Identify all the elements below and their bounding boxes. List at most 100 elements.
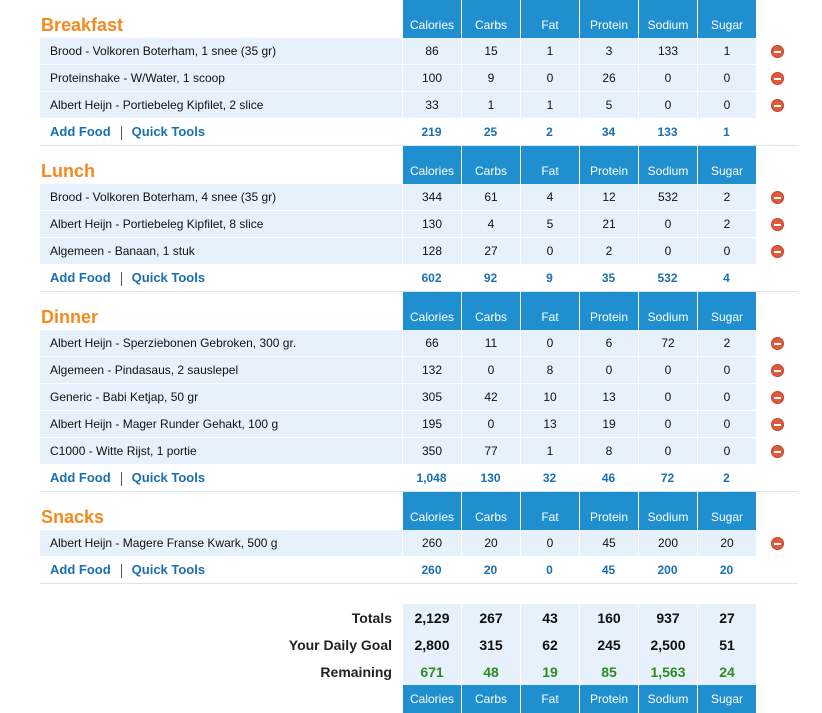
delete-cell: [756, 184, 798, 211]
food-name-link[interactable]: Proteinshake - W/Water, 1 scoop: [40, 65, 402, 92]
meal-total-sugar: 1: [697, 119, 756, 146]
food-calories-value: 100: [402, 65, 461, 92]
food-carbs-value: 61: [461, 184, 520, 211]
delete-icon[interactable]: [770, 99, 784, 113]
delete-cell: [756, 330, 798, 357]
bottom-column-header-calories: Calories: [402, 685, 461, 713]
meal-total-sugar: 4: [697, 265, 756, 292]
food-name-link[interactable]: Brood - Volkoren Boterham, 1 snee (35 gr…: [40, 38, 402, 65]
food-sugar-value: 0: [697, 357, 756, 384]
food-name-link[interactable]: Albert Heijn - Portiebeleg Kipfilet, 8 s…: [40, 211, 402, 238]
delete-icon[interactable]: [770, 391, 784, 405]
summary-row-totals: Totals 2,129 267 43 160 937 27: [40, 604, 798, 631]
food-name-link[interactable]: C1000 - Witte Rijst, 1 portie: [40, 438, 402, 465]
meal-footer: Add Food Quick Tools 260 20 0 45 200 20: [40, 557, 798, 584]
food-name-link[interactable]: Albert Heijn - Portiebeleg Kipfilet, 2 s…: [40, 92, 402, 119]
meal-total-fat: 2: [520, 119, 579, 146]
delete-icon[interactable]: [770, 218, 784, 232]
food-name-link[interactable]: Brood - Volkoren Boterham, 4 snee (35 gr…: [40, 184, 402, 211]
add-food-link[interactable]: Add Food: [50, 124, 111, 140]
meal-footer: Add Food Quick Tools 219 25 2 34 133 1: [40, 119, 798, 146]
food-name-link[interactable]: Algemeen - Pindasaus, 2 sauslepel: [40, 357, 402, 384]
delete-cell: [756, 384, 798, 411]
food-name-link[interactable]: Generic - Babi Ketjap, 50 gr: [40, 384, 402, 411]
food-sodium-value: 0: [638, 438, 697, 465]
food-name-link[interactable]: Algemeen - Banaan, 1 stuk: [40, 238, 402, 265]
summary-spacer: [756, 604, 798, 631]
delete-icon[interactable]: [770, 337, 784, 351]
meal-total-protein: 35: [579, 265, 638, 292]
food-sugar-value: 0: [697, 92, 756, 119]
link-separator: [120, 471, 122, 486]
meal-total-protein: 34: [579, 119, 638, 146]
delete-cell: [756, 438, 798, 465]
add-food-link[interactable]: Add Food: [50, 470, 111, 486]
quick-tools-link[interactable]: Quick Tools: [131, 470, 206, 486]
food-carbs-value: 20: [461, 530, 520, 557]
delete-icon[interactable]: [770, 191, 784, 205]
delete-icon[interactable]: [770, 245, 784, 259]
meal-total-sodium: 200: [638, 557, 697, 584]
column-header-carbs: Carbs: [461, 146, 520, 184]
food-protein-value: 3: [579, 38, 638, 65]
food-calories-value: 128: [402, 238, 461, 265]
quick-tools-link[interactable]: Quick Tools: [131, 270, 206, 286]
column-header-protein: Protein: [579, 146, 638, 184]
food-name-link[interactable]: Albert Heijn - Magere Franse Kwark, 500 …: [40, 530, 402, 557]
bottom-column-header-carbs: Carbs: [461, 685, 520, 713]
food-row: Generic - Babi Ketjap, 50 gr 305 42 10 13 0 0: [40, 384, 798, 411]
food-sugar-value: 2: [697, 330, 756, 357]
food-sodium-value: 0: [638, 384, 697, 411]
link-separator: [120, 563, 122, 578]
column-header-sugar: Sugar: [697, 292, 756, 330]
delete-icon[interactable]: [770, 445, 784, 459]
delete-cell: [756, 357, 798, 384]
food-protein-value: 45: [579, 530, 638, 557]
summary-remaining-fat: 19: [520, 658, 579, 685]
food-fat-value: 10: [520, 384, 579, 411]
food-row: Albert Heijn - Mager Runder Gehakt, 100 …: [40, 411, 798, 438]
food-calories-value: 350: [402, 438, 461, 465]
delete-icon[interactable]: [770, 72, 784, 86]
column-header-sodium: Sodium: [638, 292, 697, 330]
food-calories-value: 86: [402, 38, 461, 65]
meal-total-carbs: 130: [461, 465, 520, 492]
quick-tools-link[interactable]: Quick Tools: [131, 124, 206, 140]
food-name-link[interactable]: Albert Heijn - Mager Runder Gehakt, 100 …: [40, 411, 402, 438]
meal-total-calories: 260: [402, 557, 461, 584]
food-row: Albert Heijn - Portiebeleg Kipfilet, 8 s…: [40, 211, 798, 238]
food-row: Albert Heijn - Sperziebonen Gebroken, 30…: [40, 330, 798, 357]
food-sugar-value: 1: [697, 38, 756, 65]
summary-label: Totals: [351, 609, 392, 626]
column-header-sugar: Sugar: [697, 0, 756, 38]
food-row: Albert Heijn - Portiebeleg Kipfilet, 2 s…: [40, 92, 798, 119]
quick-tools-link[interactable]: Quick Tools: [131, 562, 206, 578]
delete-icon[interactable]: [770, 418, 784, 432]
meal-actions: Add Food Quick Tools: [40, 265, 402, 292]
food-carbs-value: 0: [461, 357, 520, 384]
add-food-link[interactable]: Add Food: [50, 270, 111, 286]
food-row: Albert Heijn - Magere Franse Kwark, 500 …: [40, 530, 798, 557]
food-fat-value: 0: [520, 530, 579, 557]
delete-icon[interactable]: [770, 364, 784, 378]
summary-spacer: [756, 658, 798, 685]
add-food-link[interactable]: Add Food: [50, 562, 111, 578]
summary-goal-sodium: 2,500: [638, 631, 697, 658]
summary-goal-fat: 62: [520, 631, 579, 658]
meal-actions: Add Food Quick Tools: [40, 465, 402, 492]
meal-footer: Add Food Quick Tools 602 92 9 35 532 4: [40, 265, 798, 292]
food-calories-value: 66: [402, 330, 461, 357]
food-name-link[interactable]: Albert Heijn - Sperziebonen Gebroken, 30…: [40, 330, 402, 357]
food-sodium-value: 0: [638, 211, 697, 238]
footer-spacer: [756, 265, 798, 292]
delete-icon[interactable]: [770, 45, 784, 59]
meal-title: Dinner: [41, 306, 99, 327]
summary-remaining-carbs: 48: [461, 658, 520, 685]
summary-label: Remaining: [320, 663, 392, 680]
delete-cell: [756, 411, 798, 438]
food-protein-value: 2: [579, 238, 638, 265]
food-carbs-value: 27: [461, 238, 520, 265]
food-calories-value: 305: [402, 384, 461, 411]
delete-icon[interactable]: [770, 537, 784, 551]
meal-total-fat: 0: [520, 557, 579, 584]
